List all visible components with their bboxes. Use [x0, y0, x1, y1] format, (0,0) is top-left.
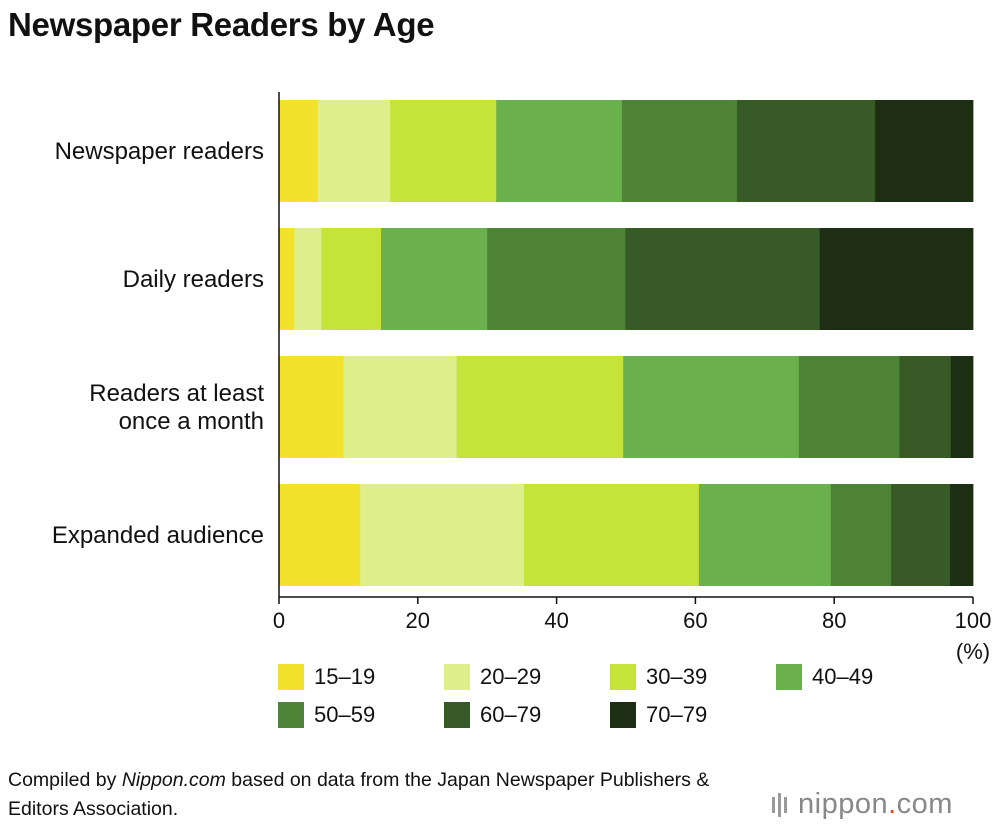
legend-item-4: 50–59	[278, 702, 375, 728]
x-tick-label: 100	[955, 608, 992, 633]
category-label-3: Expanded audience	[52, 522, 264, 549]
legend-label: 60–79	[480, 702, 542, 727]
bar-segment-1-4	[487, 228, 626, 330]
legend-label: 40–49	[812, 664, 874, 689]
bar-segment-0-0	[279, 100, 319, 202]
bar-segment-1-3	[381, 228, 488, 330]
stacked-bar-chart: Newspaper readers Daily readers Readers at…	[52, 92, 991, 664]
category-label-0: Newspaper readers	[55, 138, 264, 165]
logo-bars-icon	[772, 792, 790, 817]
caption-suffix: based on data from the Japan Newspaper P…	[8, 769, 710, 820]
legend-item-6: 70–79	[610, 702, 707, 728]
legend-swatch	[610, 664, 636, 690]
legend-item-2: 30–39	[610, 664, 707, 690]
x-tick-label: 20	[406, 608, 430, 633]
category-label-line: once a month	[119, 408, 264, 435]
legend-swatch	[776, 664, 802, 690]
bar-segment-0-3	[496, 100, 623, 202]
bar-segment-1-1	[294, 228, 322, 330]
x-axis: 0 20 40 60 80 100 (%)	[273, 92, 991, 664]
bar-segment-1-2	[321, 228, 382, 330]
logo-name: nippon	[798, 788, 889, 820]
legend-swatch	[444, 664, 470, 690]
category-label-2: Readers at least once a month	[89, 380, 264, 435]
caption-prefix: Compiled by	[8, 769, 122, 791]
legend-label: 30–39	[646, 664, 708, 689]
source-caption: Compiled by Nippon.com based on data fro…	[8, 766, 768, 824]
logo-dot: .	[888, 788, 897, 820]
bar-segment-3-1	[360, 484, 525, 586]
bar-segment-2-2	[456, 356, 624, 458]
bar-segment-2-4	[798, 356, 900, 458]
legend-label: 20–29	[480, 664, 542, 689]
bar-segment-1-6	[819, 228, 974, 330]
legend-item-0: 15–19	[278, 664, 375, 690]
bar-segment-3-6	[950, 484, 974, 586]
bar-segment-3-2	[523, 484, 700, 586]
bar-segment-0-2	[390, 100, 497, 202]
bar-segment-2-0	[279, 356, 344, 458]
legend-item-5: 60–79	[444, 702, 541, 728]
legend-swatch	[610, 702, 636, 728]
bar-segment-2-6	[950, 356, 974, 458]
bar-segment-3-0	[279, 484, 361, 586]
logo-tld: com	[896, 788, 953, 820]
bar-segment-2-5	[899, 356, 952, 458]
bar-segment-3-3	[698, 484, 832, 586]
category-label-line: Expanded audience	[52, 522, 264, 549]
bar-segment-1-0	[279, 228, 295, 330]
bar-segment-0-4	[621, 100, 738, 202]
x-tick-label: 0	[273, 608, 285, 633]
bar-segment-2-3	[623, 356, 800, 458]
bar-segment-3-4	[830, 484, 892, 586]
bar-segment-2-1	[343, 356, 458, 458]
legend-item-3: 40–49	[776, 664, 873, 690]
x-tick-label: 40	[544, 608, 568, 633]
caption-brand: Nippon.com	[121, 769, 226, 791]
category-label-line: Newspaper readers	[55, 138, 264, 165]
bar-segment-1-5	[625, 228, 821, 330]
legend-label: 15–19	[314, 664, 376, 689]
legend-label: 50–59	[314, 702, 376, 727]
legend-item-1: 20–29	[444, 664, 541, 690]
category-label-line: Readers at least	[89, 380, 264, 407]
page-title: Newspaper Readers by Age	[8, 6, 435, 43]
x-tick-label: 60	[683, 608, 707, 633]
x-axis-unit-label: (%)	[956, 639, 990, 664]
nippon-logo: nippon. com	[772, 788, 953, 821]
legend-swatch	[444, 702, 470, 728]
category-label-1: Daily readers	[123, 266, 264, 293]
x-tick-label: 80	[822, 608, 846, 633]
category-label-line: Daily readers	[123, 266, 264, 293]
bars-layer	[279, 100, 974, 586]
bar-segment-0-5	[737, 100, 876, 202]
bar-segment-0-1	[317, 100, 391, 202]
legend-label: 70–79	[646, 702, 708, 727]
bar-segment-3-5	[891, 484, 951, 586]
bar-segment-0-6	[875, 100, 974, 202]
legend-swatch	[278, 702, 304, 728]
legend-swatch	[278, 664, 304, 690]
category-labels: Newspaper readers Daily readers Readers at…	[52, 138, 265, 549]
